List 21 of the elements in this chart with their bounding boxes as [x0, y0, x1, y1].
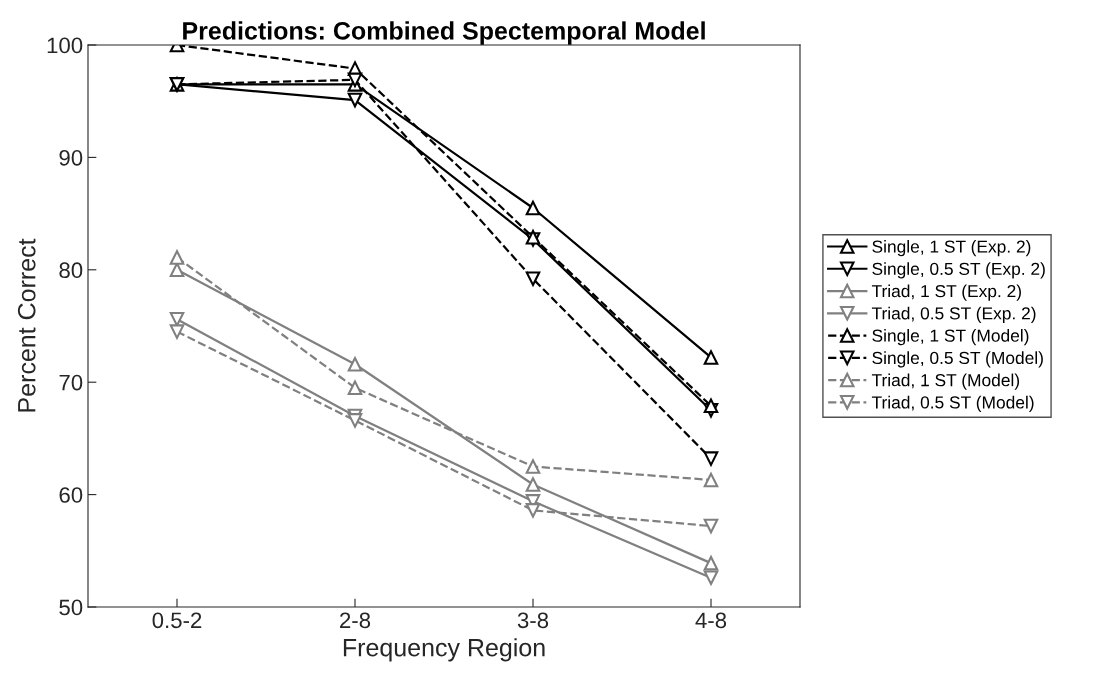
y-tick-label: 90 — [59, 149, 83, 166]
x-tick-label: 2-8 — [340, 612, 371, 629]
y-tick-label: 50 — [59, 599, 83, 616]
legend-label: Single, 1 ST (Exp. 2) — [872, 240, 1031, 257]
x-tick-label: 3-8 — [517, 612, 549, 629]
y-tick-label: 100 — [47, 37, 83, 54]
y-tick-label: 70 — [59, 374, 83, 391]
legend-label: Single, 1 ST (Model) — [872, 329, 1029, 346]
y-axis-title: Percent Correct — [17, 238, 36, 412]
x-tick-label: 4-8 — [695, 612, 727, 629]
legend-label: Triad, 0.5 ST (Exp. 2) — [871, 306, 1036, 323]
legend-label: Triad, 1 ST (Model) — [871, 373, 1020, 390]
y-tick-label: 80 — [59, 262, 83, 279]
x-tick-label: 0.5-2 — [152, 612, 202, 629]
y-tick-label: 60 — [59, 487, 83, 503]
legend-label: Single, 0.5 ST (Model) — [872, 351, 1043, 368]
x-axis-title: Frequency Region — [343, 638, 545, 662]
legend-label: Triad, 1 ST (Exp. 2) — [871, 284, 1021, 301]
legend-label: Single, 0.5 ST (Exp. 2) — [872, 262, 1045, 279]
chart-title: Predictions: Combined Spectemporal Model — [183, 21, 705, 45]
legend-label: Triad, 0.5 ST (Model) — [871, 395, 1034, 412]
